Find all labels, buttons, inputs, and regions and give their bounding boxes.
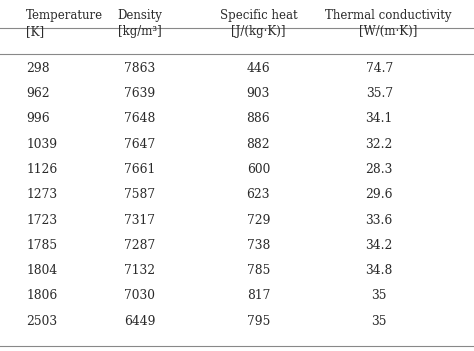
Text: [kg/m³]: [kg/m³] bbox=[118, 25, 162, 38]
Text: 1804: 1804 bbox=[26, 264, 57, 277]
Text: Specific heat: Specific heat bbox=[219, 9, 297, 22]
Text: 7639: 7639 bbox=[124, 87, 155, 100]
Text: 7030: 7030 bbox=[124, 289, 155, 303]
Text: 1785: 1785 bbox=[26, 239, 57, 252]
Text: Temperature: Temperature bbox=[26, 9, 103, 22]
Text: 7648: 7648 bbox=[124, 112, 155, 126]
Text: 785: 785 bbox=[246, 264, 270, 277]
Text: 886: 886 bbox=[246, 112, 270, 126]
Text: 882: 882 bbox=[246, 138, 270, 151]
Text: 35.7: 35.7 bbox=[365, 87, 393, 100]
Text: 7587: 7587 bbox=[124, 188, 155, 201]
Text: 34.1: 34.1 bbox=[365, 112, 393, 126]
Text: Thermal conductivity: Thermal conductivity bbox=[326, 9, 452, 22]
Text: 2503: 2503 bbox=[26, 314, 57, 328]
Text: 33.6: 33.6 bbox=[365, 213, 393, 227]
Text: 7317: 7317 bbox=[124, 213, 155, 227]
Text: 1126: 1126 bbox=[26, 163, 57, 176]
Text: 623: 623 bbox=[246, 188, 270, 201]
Text: 962: 962 bbox=[26, 87, 50, 100]
Text: 7661: 7661 bbox=[124, 163, 155, 176]
Text: 1723: 1723 bbox=[26, 213, 57, 227]
Text: 35: 35 bbox=[372, 314, 387, 328]
Text: 1039: 1039 bbox=[26, 138, 57, 151]
Text: Density: Density bbox=[118, 9, 162, 22]
Text: 996: 996 bbox=[26, 112, 50, 126]
Text: 729: 729 bbox=[246, 213, 270, 227]
Text: 298: 298 bbox=[26, 62, 50, 75]
Text: 35: 35 bbox=[372, 289, 387, 303]
Text: 34.8: 34.8 bbox=[365, 264, 393, 277]
Text: 34.2: 34.2 bbox=[365, 239, 393, 252]
Text: 1806: 1806 bbox=[26, 289, 57, 303]
Text: 32.2: 32.2 bbox=[365, 138, 393, 151]
Text: [J/(kg·K)]: [J/(kg·K)] bbox=[231, 25, 285, 38]
Text: 7647: 7647 bbox=[124, 138, 155, 151]
Text: 738: 738 bbox=[246, 239, 270, 252]
Text: 7132: 7132 bbox=[124, 264, 155, 277]
Text: 29.6: 29.6 bbox=[365, 188, 393, 201]
Text: 1273: 1273 bbox=[26, 188, 57, 201]
Text: 74.7: 74.7 bbox=[365, 62, 393, 75]
Text: 28.3: 28.3 bbox=[365, 163, 393, 176]
Text: 7863: 7863 bbox=[124, 62, 155, 75]
Text: 817: 817 bbox=[246, 289, 270, 303]
Text: 7287: 7287 bbox=[124, 239, 155, 252]
Text: 446: 446 bbox=[246, 62, 270, 75]
Text: 903: 903 bbox=[246, 87, 270, 100]
Text: 795: 795 bbox=[246, 314, 270, 328]
Text: [K]: [K] bbox=[26, 25, 44, 38]
Text: 600: 600 bbox=[246, 163, 270, 176]
Text: 6449: 6449 bbox=[124, 314, 155, 328]
Text: [W/(m·K)]: [W/(m·K)] bbox=[359, 25, 418, 38]
